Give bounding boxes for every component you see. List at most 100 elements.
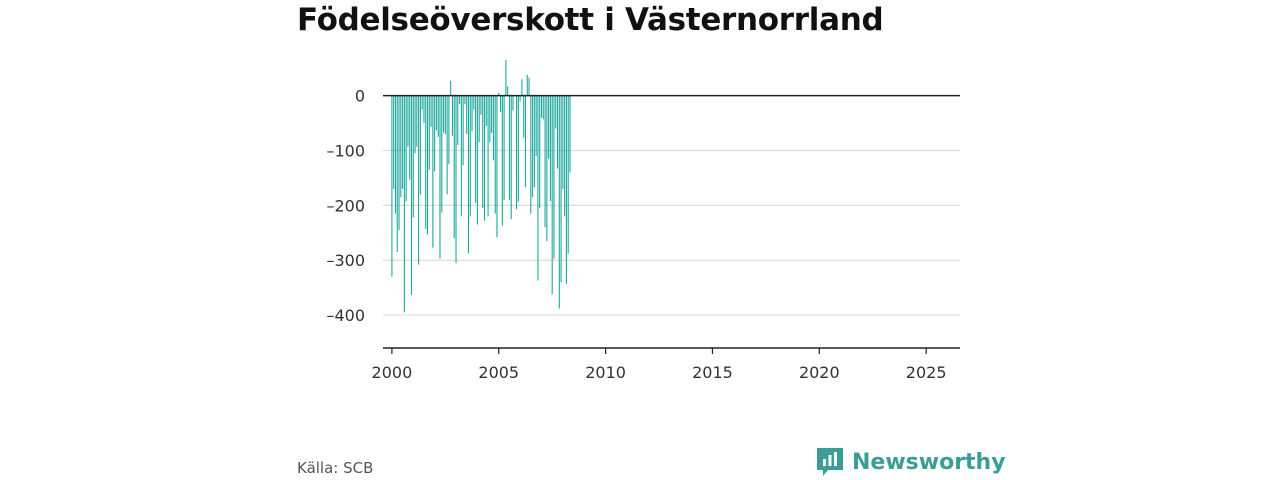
bar [487,95,489,217]
bar [441,95,443,213]
bar [530,95,532,214]
x-tick-label: 2005 [478,363,519,382]
chart-title: Födelseöverskott i Västernorrland [297,2,884,38]
y-tick-label: –200 [326,196,365,215]
bar [418,95,420,265]
bar [391,95,393,277]
bar [505,60,507,96]
x-tick-label: 2015 [692,363,733,382]
bar [451,95,453,136]
bar [475,95,477,203]
bar [494,95,496,214]
bar [532,95,534,198]
bar [435,95,437,131]
bar [508,95,510,200]
bar [467,95,470,254]
bar [523,95,525,138]
bar [466,95,468,135]
bar [503,95,505,200]
bar [459,95,461,104]
bar [425,95,427,229]
bar [517,95,519,202]
bar [500,95,502,113]
x-ticks: 2000 2005 2010 2015 2020 2025 [372,348,947,382]
bar [546,95,548,242]
bar [409,95,411,180]
bar [485,95,487,126]
bar [512,95,514,111]
bar [457,95,459,146]
bar [430,95,432,127]
bar [405,95,407,202]
bar [549,95,551,201]
bar [507,86,509,96]
bar [394,95,396,214]
bar [437,95,439,137]
bar [419,95,421,195]
bar [460,95,462,217]
bar [428,95,430,170]
bar [450,80,452,96]
bar [416,95,418,147]
x-tick-label: 2000 [372,363,413,382]
bar [551,95,553,295]
bar [393,95,395,189]
bar [410,95,413,295]
y-tick-label: –100 [326,142,365,161]
bar [446,95,448,195]
bar [498,92,500,96]
bar [558,95,560,309]
bar [537,95,539,281]
bar [439,95,441,259]
bar [526,74,528,96]
bar [432,95,434,248]
bar [489,95,491,143]
bar [482,95,484,209]
brand-name: Newsworthy [852,449,1006,475]
bar [443,95,445,133]
bar [544,95,546,228]
bar [403,95,405,313]
bar [426,95,429,235]
bar [402,95,404,189]
bar [528,77,530,96]
bar [396,95,398,252]
x-tick-label: 2010 [585,363,626,382]
bar [533,95,535,188]
y-tick-label: –400 [326,306,365,325]
bar [562,95,564,189]
bar [565,95,567,284]
bar [469,95,471,217]
bar [567,95,569,254]
bar [521,79,523,96]
bar [492,95,494,161]
bar [519,95,521,102]
bar [444,95,446,135]
bar [471,95,473,132]
bar [480,95,482,115]
bar [548,95,550,159]
x-tick-label: 2025 [906,363,947,382]
y-tick-labels: 0 –100 –200 –300 –400 [326,87,365,325]
x-tick-label: 2020 [799,363,840,382]
bar [476,95,478,225]
bar [516,95,518,210]
bar [462,95,464,166]
bar [423,95,425,124]
bar [564,95,566,217]
bar [569,95,571,173]
bar [542,95,544,120]
bar [455,95,457,263]
bar [400,95,402,198]
bar [407,95,409,147]
bar [556,95,559,169]
bar [414,95,416,154]
bar [553,95,555,259]
bar [421,95,423,110]
bar [398,95,400,231]
bars [391,60,571,313]
source-label: Källa: SCB [297,459,374,477]
brand-logo: Newsworthy [815,446,1006,478]
newsworthy-logo-icon [817,448,843,476]
